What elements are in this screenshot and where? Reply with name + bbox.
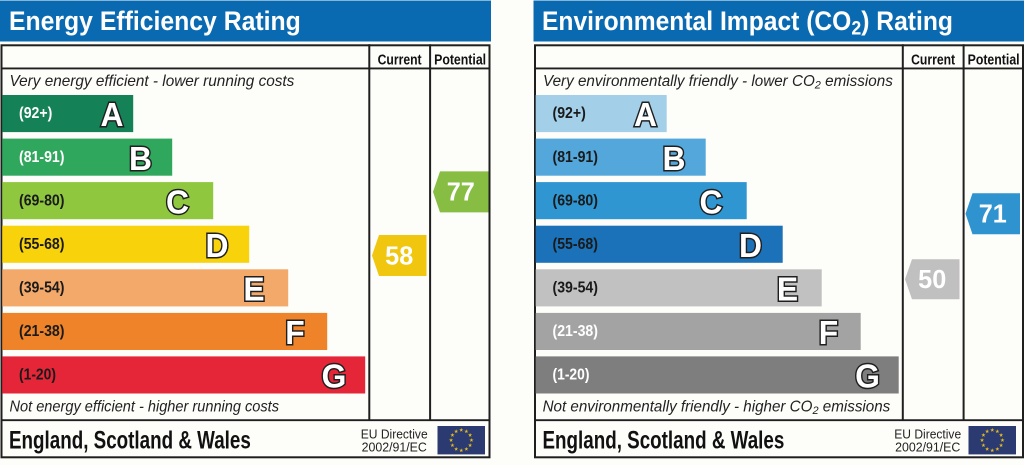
svg-text:2002/91/EC: 2002/91/EC [895, 441, 960, 455]
svg-text:D: D [206, 226, 229, 264]
svg-text:(69-80): (69-80) [19, 193, 65, 210]
svg-text:C: C [700, 183, 723, 221]
svg-text:Potential: Potential [968, 51, 1020, 67]
svg-text:(55-68): (55-68) [553, 236, 599, 253]
svg-text:Current: Current [378, 51, 422, 67]
svg-text:58: 58 [385, 242, 413, 270]
svg-text:F: F [285, 313, 304, 351]
svg-text:2002/91/EC: 2002/91/EC [362, 441, 427, 455]
svg-text:Very environmentally friendly: Very environmentally friendly - lower CO… [543, 73, 893, 92]
svg-text:E: E [243, 270, 264, 308]
svg-text:(81-91): (81-91) [19, 149, 65, 166]
svg-text:(21-38): (21-38) [19, 324, 65, 341]
svg-text:England, Scotland & Wales: England, Scotland & Wales [543, 426, 785, 454]
svg-text:Environmental Impact (CO2) Rat: Environmental Impact (CO2) Rating [542, 7, 953, 38]
svg-text:G: G [855, 357, 880, 395]
svg-text:A: A [101, 95, 124, 133]
svg-text:D: D [739, 226, 762, 264]
svg-text:Very energy efficient - lower: Very energy efficient - lower running co… [10, 73, 295, 90]
svg-text:(81-91): (81-91) [553, 149, 599, 166]
svg-text:England, Scotland & Wales: England, Scotland & Wales [9, 426, 251, 454]
svg-text:(69-80): (69-80) [553, 193, 599, 210]
svg-text:(1-20): (1-20) [553, 367, 590, 384]
svg-text:Energy Efficiency Rating: Energy Efficiency Rating [9, 7, 301, 36]
svg-text:EU Directive: EU Directive [894, 427, 961, 441]
svg-text:(39-54): (39-54) [553, 280, 599, 297]
svg-text:F: F [819, 313, 838, 351]
svg-text:50: 50 [918, 266, 946, 294]
svg-text:Not environmentally friendly -: Not environmentally friendly - higher CO… [543, 398, 891, 417]
svg-text:Not energy efficient - higher: Not energy efficient - higher running co… [10, 398, 280, 416]
svg-text:EU Directive: EU Directive [361, 427, 428, 441]
svg-text:(21-38): (21-38) [553, 324, 599, 341]
svg-text:77: 77 [447, 178, 475, 206]
svg-text:Current: Current [911, 51, 955, 67]
svg-text:Potential: Potential [434, 51, 486, 67]
svg-text:B: B [129, 139, 152, 177]
svg-text:71: 71 [979, 200, 1007, 228]
svg-text:G: G [322, 357, 347, 395]
svg-text:(55-68): (55-68) [19, 236, 65, 253]
svg-text:B: B [663, 139, 686, 177]
svg-text:(92+): (92+) [553, 106, 586, 123]
svg-text:C: C [166, 183, 189, 221]
svg-text:A: A [634, 95, 657, 133]
svg-text:(92+): (92+) [19, 106, 52, 123]
svg-text:(1-20): (1-20) [19, 367, 56, 384]
svg-text:E: E [777, 270, 798, 308]
svg-text:(39-54): (39-54) [19, 280, 65, 297]
